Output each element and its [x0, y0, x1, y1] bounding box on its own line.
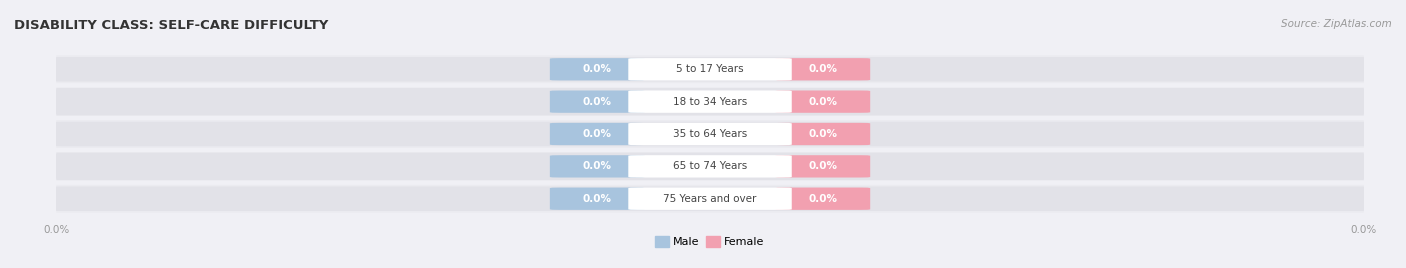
Text: 0.0%: 0.0%	[808, 129, 838, 139]
Text: DISABILITY CLASS: SELF-CARE DIFFICULTY: DISABILITY CLASS: SELF-CARE DIFFICULTY	[14, 19, 329, 32]
FancyBboxPatch shape	[550, 155, 644, 177]
Text: 0.0%: 0.0%	[582, 161, 612, 171]
FancyBboxPatch shape	[550, 91, 644, 113]
Text: 0.0%: 0.0%	[582, 129, 612, 139]
Text: 5 to 17 Years: 5 to 17 Years	[676, 64, 744, 74]
FancyBboxPatch shape	[628, 58, 792, 80]
FancyBboxPatch shape	[56, 152, 1364, 180]
Legend: Male, Female: Male, Female	[651, 232, 769, 252]
FancyBboxPatch shape	[550, 188, 644, 210]
Text: 75 Years and over: 75 Years and over	[664, 194, 756, 204]
Text: 0.0%: 0.0%	[808, 194, 838, 204]
FancyBboxPatch shape	[56, 185, 1364, 213]
Text: 0.0%: 0.0%	[582, 97, 612, 107]
FancyBboxPatch shape	[776, 188, 870, 210]
Text: 65 to 74 Years: 65 to 74 Years	[673, 161, 747, 171]
FancyBboxPatch shape	[550, 123, 644, 145]
FancyBboxPatch shape	[51, 57, 1369, 81]
Text: 0.0%: 0.0%	[808, 64, 838, 74]
FancyBboxPatch shape	[550, 58, 644, 80]
Text: Source: ZipAtlas.com: Source: ZipAtlas.com	[1281, 19, 1392, 29]
FancyBboxPatch shape	[51, 154, 1369, 178]
FancyBboxPatch shape	[776, 123, 870, 145]
Text: 35 to 64 Years: 35 to 64 Years	[673, 129, 747, 139]
FancyBboxPatch shape	[51, 90, 1369, 114]
Text: 0.0%: 0.0%	[582, 64, 612, 74]
FancyBboxPatch shape	[628, 188, 792, 210]
Text: 0.0%: 0.0%	[808, 161, 838, 171]
Text: 0.0%: 0.0%	[808, 97, 838, 107]
FancyBboxPatch shape	[776, 58, 870, 80]
Text: 18 to 34 Years: 18 to 34 Years	[673, 97, 747, 107]
FancyBboxPatch shape	[51, 187, 1369, 211]
FancyBboxPatch shape	[628, 91, 792, 113]
FancyBboxPatch shape	[56, 120, 1364, 148]
FancyBboxPatch shape	[776, 155, 870, 177]
FancyBboxPatch shape	[56, 55, 1364, 83]
FancyBboxPatch shape	[776, 91, 870, 113]
FancyBboxPatch shape	[628, 155, 792, 177]
Text: 0.0%: 0.0%	[582, 194, 612, 204]
FancyBboxPatch shape	[51, 122, 1369, 146]
FancyBboxPatch shape	[56, 88, 1364, 116]
FancyBboxPatch shape	[628, 123, 792, 145]
